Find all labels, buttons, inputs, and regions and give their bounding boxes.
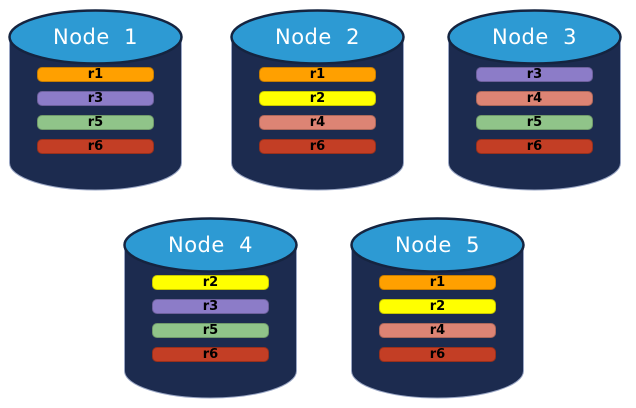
db-node: Node 5 r1 r2 r4 r6	[350, 217, 525, 399]
db-node: Node 1 r1 r3 r5 r6	[8, 9, 183, 191]
replica-list: r2 r3 r5 r6	[152, 275, 269, 371]
db-node: Node 4 r2 r3 r5 r6	[123, 217, 298, 399]
cylinder-top-shape	[123, 217, 298, 273]
replica-bar: r4	[259, 115, 376, 130]
replica-bar: r3	[37, 91, 154, 106]
replica-bar: r1	[379, 275, 496, 290]
replica-bar: r2	[152, 275, 269, 290]
replica-bar: r1	[37, 67, 154, 82]
replica-bar: r4	[379, 323, 496, 338]
cylinder-top-shape	[230, 9, 405, 65]
replica-bar: r5	[476, 115, 593, 130]
replica-bar: r3	[152, 299, 269, 314]
replica-bar: r6	[379, 347, 496, 362]
replica-bar: r6	[37, 139, 154, 154]
cylinder-top-shape	[8, 9, 183, 65]
replica-bar: r3	[476, 67, 593, 82]
cylinder-top-shape	[350, 217, 525, 273]
replica-bar: r2	[379, 299, 496, 314]
replica-bar: r5	[152, 323, 269, 338]
node-title: Node 3	[491, 25, 578, 49]
replica-bar: r6	[476, 139, 593, 154]
db-node: Node 2 r1 r2 r4 r6	[230, 9, 405, 191]
replica-bar: r6	[259, 139, 376, 154]
replica-list: r1 r2 r4 r6	[379, 275, 496, 371]
replica-bar: r5	[37, 115, 154, 130]
replica-list: r1 r2 r4 r6	[259, 67, 376, 163]
replica-list: r1 r3 r5 r6	[37, 67, 154, 163]
node-title: Node 1	[52, 25, 139, 49]
replica-bar: r4	[476, 91, 593, 106]
db-node: Node 3 r3 r4 r5 r6	[447, 9, 622, 191]
replica-list: r3 r4 r5 r6	[476, 67, 593, 163]
replica-bar: r1	[259, 67, 376, 82]
cylinder-top-shape	[447, 9, 622, 65]
replica-bar: r2	[259, 91, 376, 106]
node-title: Node 2	[274, 25, 361, 49]
node-title: Node 5	[394, 233, 481, 257]
node-title: Node 4	[167, 233, 254, 257]
replica-bar: r6	[152, 347, 269, 362]
